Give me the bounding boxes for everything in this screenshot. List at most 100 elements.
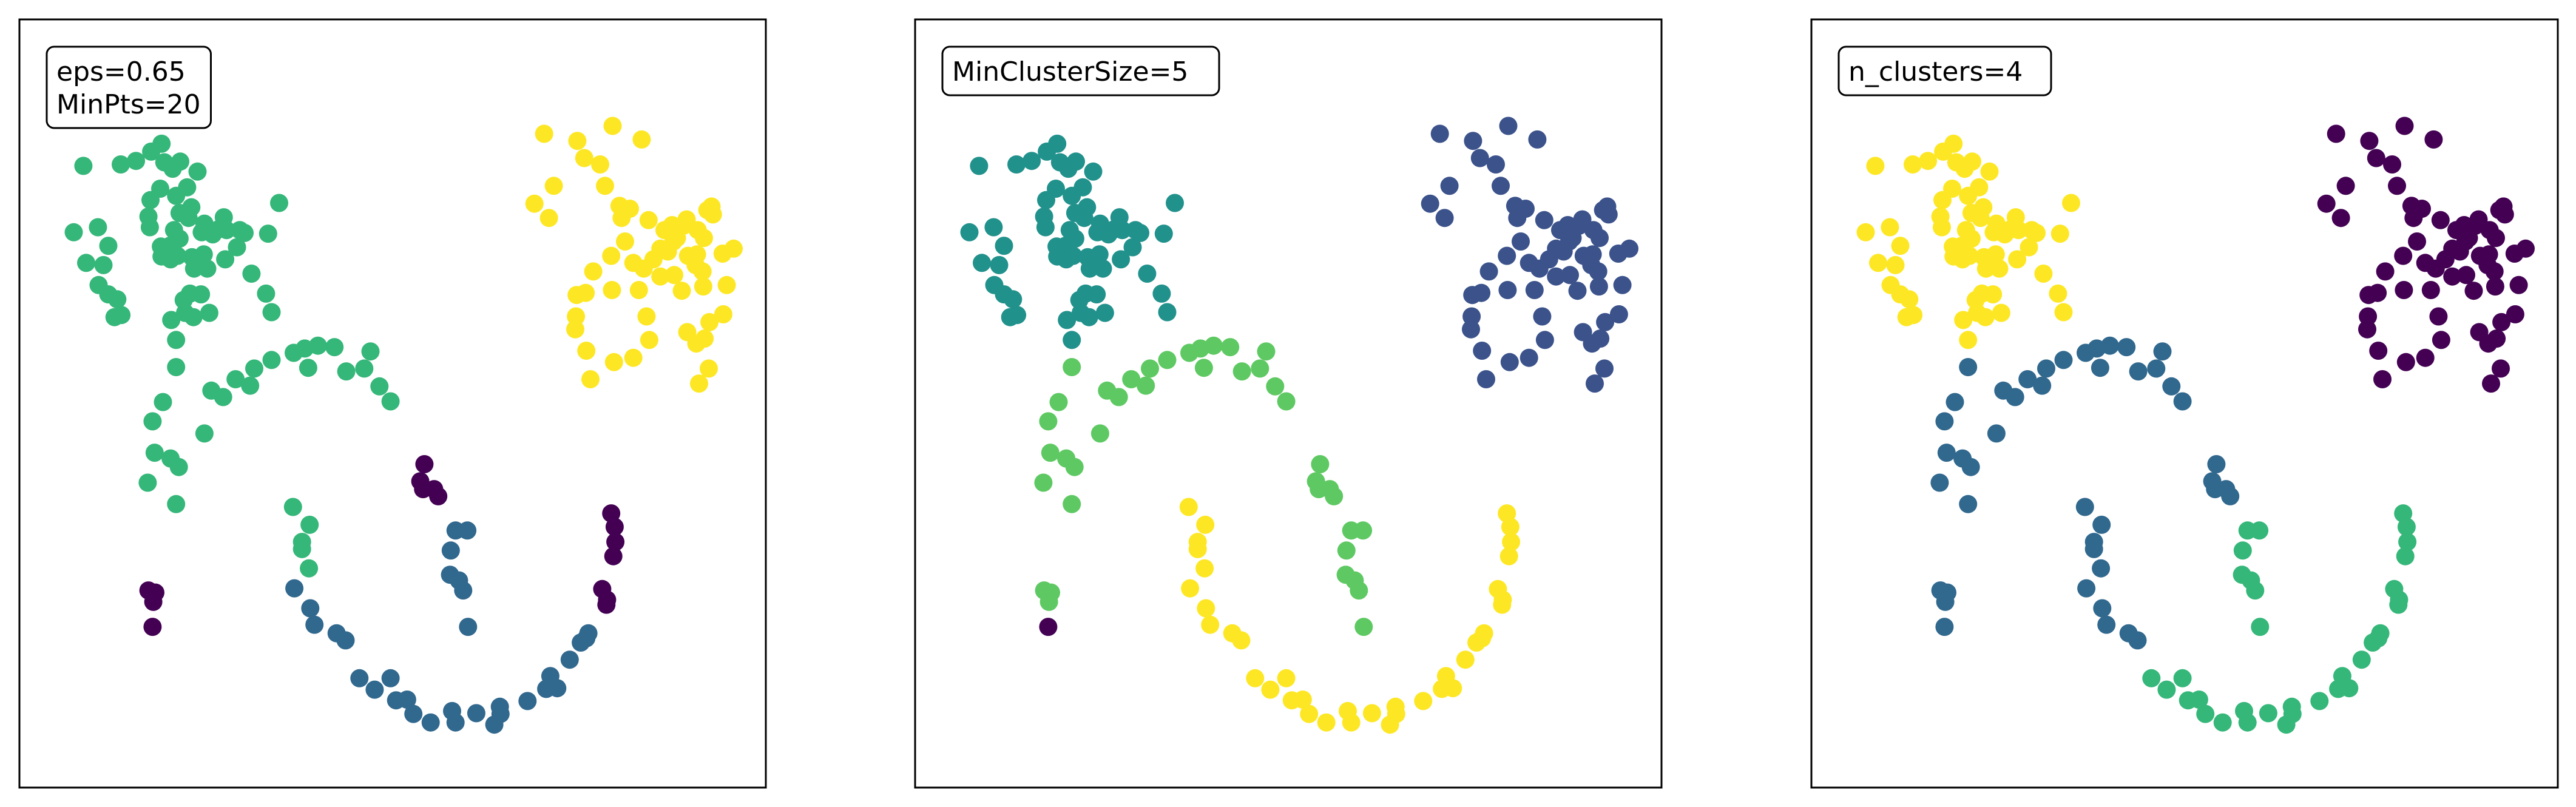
- data-point: [2487, 229, 2505, 248]
- data-point: [1023, 152, 1041, 171]
- data-point: [2037, 359, 2055, 378]
- data-point: [725, 239, 743, 258]
- data-point: [1493, 595, 1512, 614]
- data-point: [1568, 282, 1587, 300]
- data-point: [2424, 130, 2443, 149]
- data-point: [1946, 393, 1964, 411]
- data-point: [604, 353, 623, 371]
- data-point: [2376, 262, 2395, 281]
- data-point: [94, 255, 113, 274]
- data-point: [167, 495, 186, 513]
- data-point: [1204, 336, 1223, 355]
- data-point: [1166, 194, 1184, 212]
- data-point: [577, 342, 596, 360]
- data-point: [257, 284, 276, 303]
- data-point: [1502, 533, 1521, 552]
- data-point: [2371, 624, 2390, 643]
- data-point: [1090, 214, 1109, 233]
- data-point: [678, 323, 697, 342]
- data-point: [1386, 697, 1405, 716]
- data-point: [2034, 265, 2053, 283]
- data-point: [2450, 242, 2469, 261]
- data-point: [355, 359, 374, 378]
- data-point: [1194, 359, 1213, 377]
- data-point: [365, 680, 384, 699]
- data-point: [1246, 669, 1265, 687]
- data-point: [1475, 624, 1493, 643]
- cluster-series-3: [64, 134, 400, 578]
- data-point: [1232, 631, 1251, 650]
- data-point: [1499, 547, 1518, 566]
- data-point: [591, 155, 609, 174]
- data-point: [2221, 487, 2240, 505]
- data-point: [2050, 225, 2069, 243]
- data-point: [567, 286, 586, 305]
- data-point: [421, 713, 440, 732]
- data-point: [1039, 412, 1058, 431]
- data-point: [606, 533, 625, 552]
- cluster-series-1: [1039, 618, 1058, 636]
- data-point: [138, 473, 157, 492]
- data-point: [446, 713, 465, 732]
- data-point: [2027, 223, 2046, 242]
- data-point: [2509, 275, 2528, 294]
- data-point: [89, 218, 107, 237]
- data-point: [209, 220, 228, 239]
- data-point: [1959, 495, 1978, 513]
- data-point: [143, 618, 162, 636]
- data-point: [1520, 348, 1538, 367]
- annotation-text: MinPts=20: [56, 89, 201, 120]
- data-point: [1337, 541, 1356, 560]
- data-point: [2196, 704, 2215, 723]
- data-point: [2494, 197, 2513, 216]
- data-point: [2207, 455, 2226, 473]
- data-point: [1036, 218, 1055, 237]
- data-point: [2097, 615, 2116, 634]
- data-point: [144, 592, 163, 611]
- data-point: [1904, 155, 1922, 174]
- data-point: [637, 307, 656, 326]
- data-point: [2213, 713, 2232, 732]
- data-point: [1933, 191, 1952, 209]
- data-point: [1598, 197, 1617, 216]
- data-point: [2142, 669, 2161, 687]
- data-point: [1354, 618, 1373, 636]
- data-point: [361, 342, 380, 361]
- data-point: [1498, 246, 1516, 265]
- data-point: [2432, 331, 2450, 349]
- data-point: [1261, 680, 1280, 699]
- data-point: [1158, 351, 1177, 370]
- data-point: [2352, 650, 2371, 669]
- data-point: [2340, 679, 2359, 698]
- data-point: [1960, 246, 1979, 265]
- cluster-series-1: [139, 455, 625, 636]
- data-point: [1516, 200, 1535, 218]
- data-point: [292, 539, 311, 558]
- data-point: [1063, 358, 1081, 376]
- data-point: [167, 331, 186, 349]
- data-point: [2395, 281, 2413, 299]
- data-point: [596, 177, 614, 195]
- data-point: [2421, 281, 2440, 299]
- data-point: [1944, 237, 1962, 256]
- data-point: [1152, 284, 1171, 303]
- data-point: [658, 242, 677, 261]
- data-point: [695, 229, 713, 248]
- data-point: [226, 370, 245, 388]
- data-point: [241, 376, 260, 395]
- data-point: [2091, 359, 2109, 377]
- data-point: [415, 455, 434, 473]
- data-point: [640, 331, 658, 349]
- data-point: [1990, 259, 2009, 278]
- data-point: [1533, 307, 1552, 326]
- annotation-box: [1837, 46, 2052, 96]
- data-point: [397, 691, 416, 709]
- data-point: [1881, 218, 1899, 237]
- data-point: [170, 204, 189, 222]
- data-point: [2001, 220, 2020, 239]
- data-point: [1930, 473, 1949, 492]
- data-point: [1080, 259, 1099, 278]
- data-point: [299, 359, 317, 377]
- data-point: [700, 312, 719, 331]
- data-point: [973, 254, 991, 272]
